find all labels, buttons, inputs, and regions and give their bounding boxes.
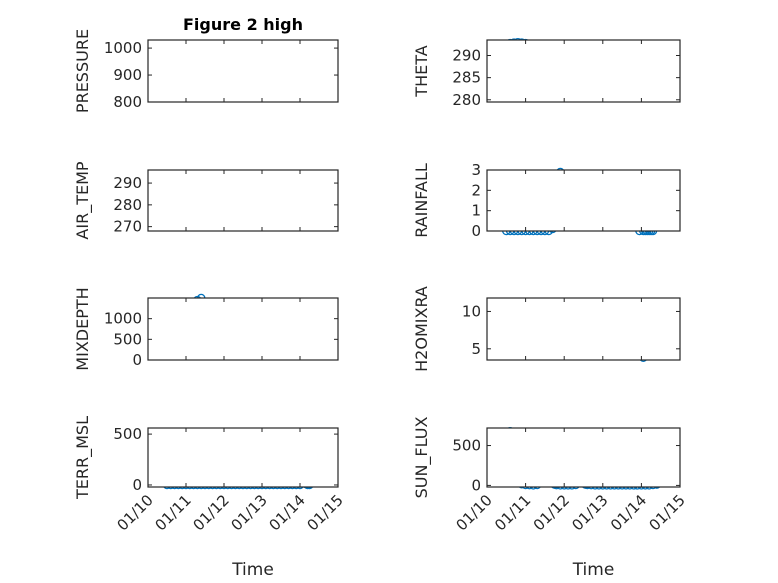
y-tick-label: 5 xyxy=(471,340,481,358)
subplot-rainfall: 0 1 2 3 RAINFALL xyxy=(412,161,681,240)
y-axis-label: MIXDEPTH xyxy=(73,287,92,370)
subplot-mixdepth: 0 500 1000 MIXDEPTH xyxy=(73,287,339,371)
y-tick-label: 800 xyxy=(113,93,142,111)
axes-frame xyxy=(147,427,339,488)
y-tick-label: 0 xyxy=(132,351,142,369)
y-tick-label: 3 xyxy=(471,161,481,179)
x-tick-label: 01/14 xyxy=(266,491,309,534)
x-axis-label: Time xyxy=(231,560,274,580)
y-tick-label: 280 xyxy=(113,196,142,214)
x-tick-label: 01/12 xyxy=(530,491,573,534)
x-tick-label: 01/13 xyxy=(228,491,271,534)
x-tick-label: 01/14 xyxy=(607,491,650,534)
x-tick-label: 01/12 xyxy=(190,491,233,534)
y-tick-label: 280 xyxy=(452,91,481,109)
subplot-air-temp: 270 280 290 AIR_TEMP xyxy=(73,161,339,240)
y-tick-label: 290 xyxy=(113,174,142,192)
y-axis-label: THETA xyxy=(412,45,431,97)
y-tick-label: 1000 xyxy=(104,310,142,328)
x-tick-label: 01/13 xyxy=(568,491,611,534)
axes-frame xyxy=(147,297,339,361)
y-tick-label: 500 xyxy=(113,330,142,348)
x-axis-label: Time xyxy=(572,560,615,580)
y-tick-label: 0 xyxy=(132,476,142,494)
axes-frame xyxy=(486,169,681,232)
axes-frame xyxy=(486,427,681,488)
subplot-sun-flux: 0 500 SUN_FLUX 01/1001/1101/1201/1301/1401/… xyxy=(412,417,689,580)
y-axis-label: RAINFALL xyxy=(412,163,431,238)
axes-frame xyxy=(147,169,339,232)
y-tick-label: 270 xyxy=(113,218,142,236)
subplot-terr-msl: 0 500 TERR_MSL 01/1001/1101/1201/1301/1401/… xyxy=(73,416,347,580)
y-tick-label: 500 xyxy=(113,425,142,443)
axes-frame xyxy=(147,39,339,103)
y-axis-label: AIR_TEMP xyxy=(73,161,93,239)
y-tick-label: 0 xyxy=(471,476,481,494)
y-axis-label: SUN_FLUX xyxy=(412,417,432,499)
subplot-h2omixra: 5 10 H2OMIXRA xyxy=(412,286,681,372)
axes-frame xyxy=(486,39,681,103)
y-tick-label: 1 xyxy=(471,202,481,220)
y-tick-label: 900 xyxy=(113,66,142,84)
subplot-theta: 280 285 290 THETA xyxy=(412,37,681,109)
y-tick-label: 285 xyxy=(452,69,481,87)
y-tick-label: 290 xyxy=(452,47,481,65)
x-tick-label: 01/15 xyxy=(304,491,347,534)
figure-title: Figure 2 high xyxy=(183,15,303,34)
x-tick-label: 01/11 xyxy=(491,491,534,534)
y-tick-label: 10 xyxy=(462,302,481,320)
y-tick-label: 0 xyxy=(471,222,481,240)
y-tick-label: 1000 xyxy=(104,39,142,57)
x-tick-label: 01/10 xyxy=(453,491,496,534)
x-tick-label: 01/11 xyxy=(152,491,195,534)
y-axis-label: TERR_MSL xyxy=(73,416,93,500)
subplot-pressure: 800 900 1000 PRESSURE xyxy=(73,29,339,113)
y-tick-label: 2 xyxy=(471,181,481,199)
y-axis-label: H2OMIXRA xyxy=(412,286,431,372)
x-tick-label: 01/15 xyxy=(646,491,689,534)
y-tick-label: 500 xyxy=(452,437,481,455)
x-tick-label: 01/10 xyxy=(114,491,157,534)
y-axis-label: PRESSURE xyxy=(73,29,92,113)
axes-frame xyxy=(486,297,681,361)
